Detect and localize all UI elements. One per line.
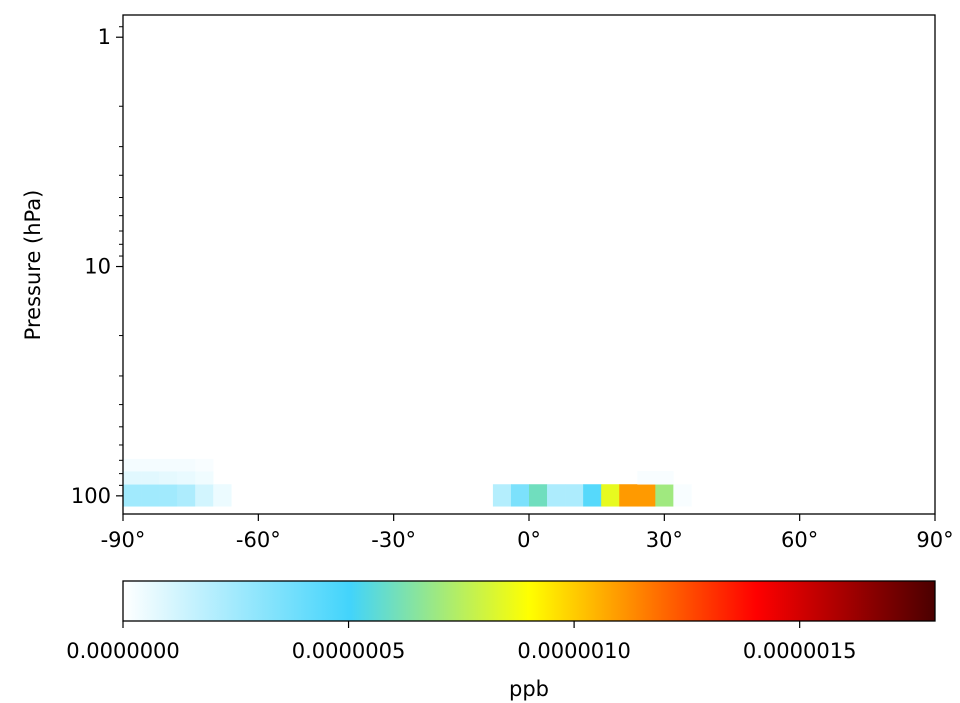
- colorbar-tick-label: 0.0000000: [66, 639, 180, 663]
- heatmap-cell: [177, 471, 196, 485]
- heatmap-cell: [565, 484, 584, 507]
- heatmap-cells: [123, 458, 692, 507]
- heatmap-cell: [492, 484, 512, 507]
- x-tick-label: -60°: [236, 528, 281, 552]
- heatmap-cell: [673, 484, 692, 507]
- colorbar-tick-label: 0.0000005: [292, 639, 406, 663]
- heatmap-cell: [123, 484, 142, 507]
- heatmap-cell: [583, 484, 602, 507]
- x-tick-label: 30°: [646, 528, 683, 552]
- x-tick-label: -30°: [371, 528, 416, 552]
- heatmap-cell: [123, 471, 142, 485]
- heatmap-cell: [529, 484, 548, 507]
- heatmap-cell: [637, 471, 656, 485]
- heatmap-cell: [159, 471, 178, 485]
- heatmap-cell: [141, 484, 160, 507]
- x-axis: -90° -60° -30° 0° 30° 60° 90°: [101, 514, 954, 552]
- heatmap-cell: [547, 484, 566, 507]
- heatmap-cell: [159, 484, 178, 507]
- colorbar-tick-label: 0.0000010: [517, 639, 631, 663]
- heatmap-cell: [123, 458, 142, 472]
- heatmap-cell: [195, 458, 214, 472]
- y-axis: 1 10 100: [71, 25, 123, 508]
- heatmap-cell: [510, 484, 530, 507]
- heatmap-cell: [637, 484, 656, 507]
- y-tick-label: 100: [71, 484, 111, 508]
- heatmap-cell: [655, 471, 674, 485]
- colorbar: 0.0000000 0.0000005 0.0000010 0.0000015 ppb: [66, 580, 936, 701]
- heatmap-cell: [619, 484, 638, 507]
- heatmap-cell: [141, 471, 160, 485]
- plot-area: [122, 14, 936, 515]
- x-tick-label: -90°: [101, 528, 146, 552]
- heatmap-cell: [177, 484, 196, 507]
- x-tick-label: 90°: [916, 528, 953, 552]
- heatmap-cell: [213, 484, 232, 507]
- heatmap-cell: [195, 471, 214, 485]
- y-tick-label: 10: [84, 255, 111, 279]
- heatmap-cell: [601, 484, 620, 507]
- heatmap-cell: [177, 458, 196, 472]
- y-tick-label: 1: [98, 25, 111, 49]
- y-axis-label: Pressure (hPa): [21, 190, 45, 341]
- colorbar-ticks: 0.0000000 0.0000005 0.0000010 0.0000015: [66, 621, 856, 663]
- heatmap-cell: [195, 484, 214, 507]
- heatmap-cell: [159, 458, 178, 472]
- x-tick-label: 60°: [781, 528, 818, 552]
- colorbar-label: ppb: [509, 677, 549, 701]
- heatmap-cell: [655, 484, 674, 507]
- heatmap-cell: [141, 458, 160, 472]
- plot-background: [123, 15, 935, 514]
- colorbar-tick-label: 0.0000015: [743, 639, 857, 663]
- x-tick-label: 0°: [517, 528, 541, 552]
- colorbar-gradient-bar: [122, 580, 936, 622]
